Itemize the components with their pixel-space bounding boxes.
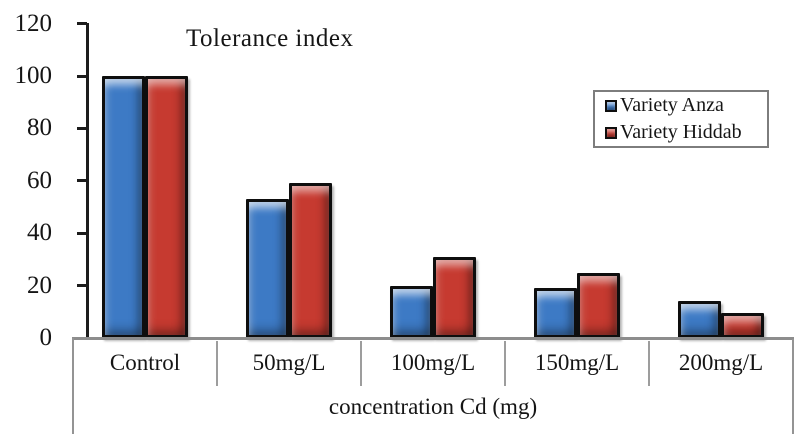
y-tick: [77, 179, 87, 183]
category-separator: [504, 341, 506, 386]
y-tick-label: 100: [14, 62, 53, 89]
x-tick-label-50: 50mg/L: [252, 350, 326, 375]
bar-variety-hiddab-200mg/l: [721, 313, 764, 338]
bar-variety-hiddab-100mg/l: [433, 256, 476, 338]
category-separator: [648, 341, 650, 386]
bar-variety-anza-200mg/l: [678, 301, 721, 338]
y-axis-line: [86, 23, 89, 338]
y-tick: [77, 284, 87, 288]
bar-variety-hiddab-control: [145, 76, 188, 338]
bar-variety-anza-control: [102, 76, 145, 338]
label-area-right-border: [792, 339, 794, 434]
x-tick-label-200: 200mg/L: [678, 350, 764, 375]
chart-title: Tolerance index: [186, 25, 354, 52]
legend-item-hiddab: Variety Hiddab: [605, 121, 767, 145]
legend-swatch-red-icon: [605, 126, 617, 139]
y-tick: [77, 126, 87, 130]
x-tick-label-100: 100mg/L: [390, 350, 476, 375]
y-tick-label: 60: [27, 166, 52, 194]
y-tick: [77, 74, 87, 78]
bar-variety-hiddab-150mg/l: [577, 272, 620, 338]
y-tick-label: 20: [27, 271, 52, 299]
bar-variety-anza-100mg/l: [390, 285, 433, 338]
x-tick-label-150: 150mg/L: [534, 350, 620, 375]
category-separator: [216, 341, 218, 386]
legend: Variety Anza Variety Hiddab: [593, 90, 769, 148]
bar-variety-anza-50mg/l: [246, 199, 289, 338]
y-tick-label: 40: [27, 219, 52, 247]
x-tick-label-control: Control: [109, 350, 181, 375]
legend-swatch-blue-icon: [605, 99, 617, 112]
legend-label-anza: Variety Anza: [620, 94, 724, 116]
y-tick-label: 0: [39, 324, 53, 351]
y-tick: [77, 22, 87, 26]
label-area-left-border: [72, 338, 74, 434]
legend-label-hiddab: Variety Hiddab: [620, 121, 742, 143]
y-tick-label: 80: [27, 114, 52, 142]
y-tick: [77, 231, 87, 235]
x-axis-title: concentration Cd (mg): [328, 394, 538, 419]
legend-item-anza: Variety Anza: [605, 94, 767, 118]
x-axis-baseline: [72, 337, 794, 340]
category-separator: [360, 341, 362, 386]
y-tick-label: 120: [14, 9, 53, 37]
bar-variety-anza-150mg/l: [534, 288, 577, 338]
bar-variety-hiddab-50mg/l: [289, 183, 332, 338]
